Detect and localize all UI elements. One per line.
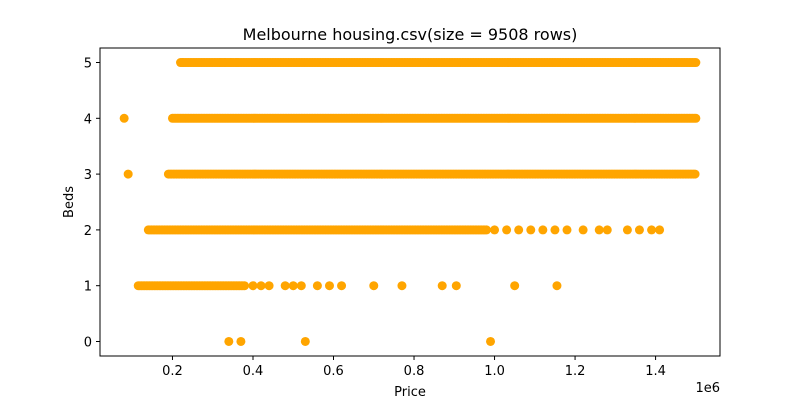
- data-point: [248, 281, 258, 291]
- data-point: [296, 281, 306, 291]
- x-axis-ticks: 0.2 0.4 0.6 0.8 1.0 1.2 1.4: [162, 356, 666, 379]
- data-point: [691, 58, 701, 68]
- data-point: [514, 225, 524, 235]
- data-point: [300, 336, 310, 346]
- data-point: [550, 225, 560, 235]
- plot-area: [99, 47, 721, 357]
- data-point: [264, 281, 274, 291]
- x-tick-label: 0.8: [404, 364, 425, 379]
- data-point: [451, 281, 461, 291]
- x-tick-label: 0.4: [243, 364, 264, 379]
- data-point: [119, 113, 129, 123]
- y-tick-label: 1: [84, 280, 92, 295]
- y-tick-label: 3: [84, 168, 92, 183]
- data-point: [691, 113, 701, 123]
- y-tick-label: 5: [84, 57, 92, 72]
- x-tick-label: 0.2: [162, 364, 183, 379]
- data-point: [647, 225, 657, 235]
- x-tick-label: 1.4: [645, 364, 666, 379]
- data-point: [490, 225, 500, 235]
- y-tick-label: 0: [84, 335, 92, 350]
- data-point: [481, 225, 491, 235]
- data-point: [502, 225, 512, 235]
- data-point: [634, 225, 644, 235]
- data-point: [224, 336, 234, 346]
- data-point: [538, 225, 548, 235]
- data-point: [622, 225, 632, 235]
- chart-title: Melbourne housing.csv(size = 9508 rows): [243, 25, 578, 44]
- data-point: [526, 225, 536, 235]
- data-point: [578, 225, 588, 235]
- data-point: [397, 281, 407, 291]
- x-tick-label: 0.6: [323, 364, 344, 379]
- data-point: [437, 281, 447, 291]
- y-tick-label: 4: [84, 112, 92, 127]
- y-tick-label: 2: [84, 224, 92, 239]
- x-axis-offset-label: 1e6: [695, 381, 720, 396]
- y-axis-label: Beds: [62, 186, 77, 218]
- data-point: [690, 169, 700, 179]
- y-axis-ticks: 0 1 2 3 4 5: [84, 57, 100, 350]
- data-point: [369, 281, 379, 291]
- data-point: [232, 58, 242, 68]
- data-point: [510, 281, 520, 291]
- x-axis-label: Price: [394, 385, 426, 400]
- data-point: [240, 281, 250, 291]
- data-point: [288, 281, 298, 291]
- data-point: [256, 281, 266, 291]
- data-point: [602, 225, 612, 235]
- data-point: [312, 281, 322, 291]
- data-point: [178, 58, 188, 68]
- data-point: [280, 281, 290, 291]
- data-point: [552, 281, 562, 291]
- x-tick-label: 1.0: [484, 364, 505, 379]
- data-point: [337, 281, 347, 291]
- data-point: [594, 225, 604, 235]
- data-point: [655, 225, 665, 235]
- x-tick-label: 1.2: [565, 364, 586, 379]
- data-point: [236, 336, 246, 346]
- data-point: [486, 336, 496, 346]
- data-points: [119, 58, 701, 346]
- data-point: [324, 281, 334, 291]
- data-point: [562, 225, 572, 235]
- data-point: [123, 169, 133, 179]
